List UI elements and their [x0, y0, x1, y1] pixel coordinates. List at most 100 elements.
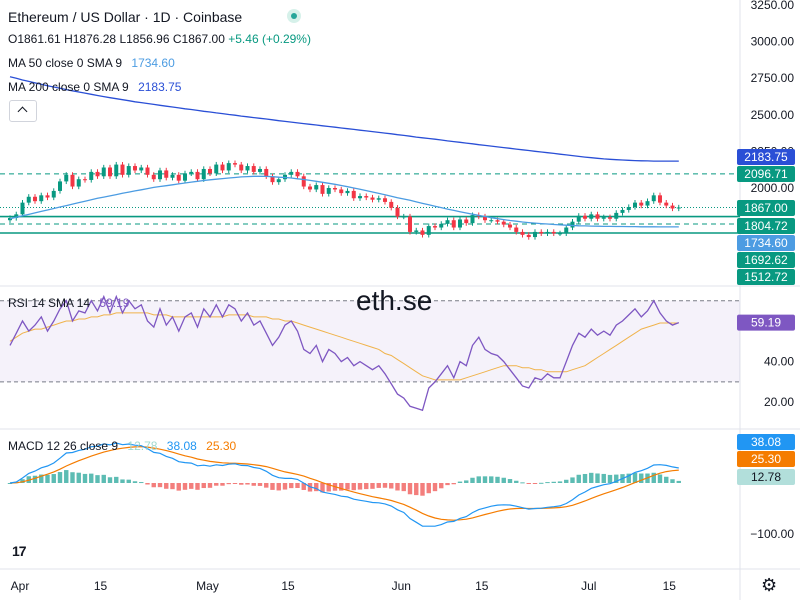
macd-histogram-bar	[414, 483, 419, 496]
candle-body	[414, 230, 419, 232]
candle-body	[70, 174, 75, 187]
candle-body	[176, 174, 181, 181]
macd-histogram-bar	[657, 474, 663, 483]
candle-body	[401, 216, 406, 218]
rsi-value: 59.19	[99, 296, 130, 310]
candle-body	[158, 170, 162, 180]
candle-body	[545, 231, 550, 234]
candle-body	[20, 202, 25, 215]
candle-body	[439, 223, 444, 228]
macd-histogram-bar	[339, 483, 344, 491]
macd-histogram-bar	[214, 483, 219, 486]
macd-histogram-bar	[445, 483, 450, 486]
candle-body	[189, 171, 194, 174]
candle-body	[289, 171, 294, 175]
macd-histogram-bar	[301, 483, 306, 490]
macd-histogram-bar	[151, 483, 156, 488]
candle-body	[658, 195, 662, 203]
time-axis-label: Jun	[392, 579, 411, 593]
price-badge	[737, 218, 795, 234]
candle-body	[389, 201, 394, 208]
rsi-legend[interactable]: RSI 14 SMA 14 59.19	[8, 296, 129, 310]
candle-body	[426, 226, 431, 235]
price-tick-label: 2000.00	[751, 181, 795, 195]
macd-histogram-bar	[439, 483, 444, 489]
time-axis-label: Apr	[11, 579, 30, 593]
candle-body	[114, 164, 119, 177]
macd-line	[9, 442, 679, 527]
macd-histogram-bar	[289, 483, 294, 489]
candle-body	[508, 224, 512, 228]
candle-body	[251, 166, 256, 172]
macd-histogram-bar	[407, 483, 413, 495]
candle-body	[95, 171, 100, 177]
candle-body	[333, 188, 337, 190]
price-tick-label: 2750.00	[751, 71, 795, 85]
macd-histogram-bar	[576, 474, 581, 483]
ma50-line	[9, 175, 679, 228]
macd-histogram-bar	[376, 483, 381, 488]
price-badge	[737, 269, 795, 285]
candle-body	[551, 231, 556, 234]
macd-histogram-bar	[232, 483, 238, 484]
macd-histogram-bar	[182, 483, 188, 490]
macd-histogram-bar	[32, 475, 38, 483]
candle-body	[589, 214, 594, 219]
candle-body	[445, 220, 450, 224]
price-tick-label: 3250.00	[751, 0, 795, 12]
candle-body	[420, 230, 425, 235]
collapse-legend-button[interactable]	[9, 100, 37, 122]
symbol-title[interactable]: Ethereum / US Dollar · 1D · Coinbase	[8, 9, 243, 25]
candle-body	[201, 168, 206, 180]
macd-signal-value: 25.30	[206, 439, 237, 453]
ma200-legend[interactable]: MA 200 close 0 SMA 9 2183.75	[8, 80, 181, 94]
macd-histogram-bar	[370, 483, 375, 489]
macd-hist-value: 12.78	[127, 439, 158, 453]
ma50-legend[interactable]: MA 50 close 0 SMA 9 1734.60	[8, 56, 175, 70]
price-badge-label: 2096.71	[744, 167, 788, 181]
candle-body	[608, 217, 612, 219]
macd-histogram-bar	[170, 483, 175, 490]
time-axis-label: 15	[281, 579, 295, 593]
candle-body	[345, 190, 350, 194]
macd-histogram-bar	[489, 476, 494, 483]
macd-histogram-bar	[601, 473, 606, 483]
macd-histogram-bar	[495, 476, 500, 483]
candle-body	[595, 214, 600, 219]
macd-histogram-bar	[457, 481, 463, 483]
macd-histogram-bar	[532, 483, 538, 484]
candle-body	[558, 233, 562, 235]
ma50-label: MA 50 close 0 SMA 9	[8, 56, 123, 70]
macd-histogram-bar	[351, 483, 356, 491]
rsi-badge	[737, 314, 795, 331]
macd-histogram-bar	[357, 483, 363, 490]
macd-histogram-bar	[670, 479, 675, 483]
macd-legend[interactable]: MACD 12 26 close 9 12.78 38.08 25.30	[8, 439, 236, 453]
macd-histogram-bar	[582, 473, 588, 483]
price-tick-label: 3000.00	[751, 35, 795, 49]
candle-body	[583, 215, 587, 219]
tradingview-logo[interactable]: 17	[12, 543, 27, 559]
macd-label: MACD 12 26 close 9	[8, 439, 119, 453]
macd-histogram-bar	[520, 482, 525, 484]
macd-histogram-bar	[57, 472, 63, 483]
ma200-value: 2183.75	[138, 80, 182, 94]
price-badge-label: 1804.72	[744, 219, 788, 233]
macd-histogram-bar	[107, 477, 113, 483]
macd-badge-label: 12.78	[751, 470, 781, 484]
macd-histogram-bar	[145, 483, 150, 485]
macd-histogram-bar	[470, 477, 475, 483]
rsi-sma-line	[9, 312, 679, 381]
candle-body	[570, 221, 575, 228]
settings-gear-icon[interactable]: ⚙	[761, 575, 778, 595]
candle-body	[464, 219, 469, 224]
candle-body	[351, 190, 356, 199]
candle-body	[601, 217, 606, 219]
candle-body	[120, 164, 125, 175]
candle-body	[276, 179, 281, 183]
macd-histogram-bar	[364, 483, 369, 490]
candle-body	[108, 167, 112, 177]
candle-body	[533, 231, 537, 238]
candle-body	[51, 190, 56, 198]
